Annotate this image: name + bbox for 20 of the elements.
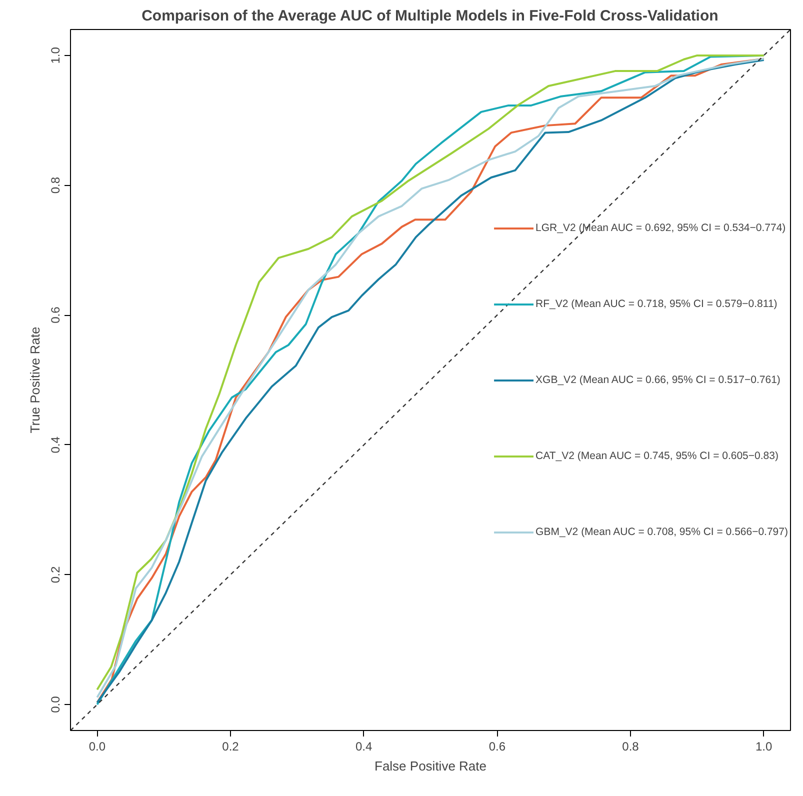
legend-label: RF_V2 (Mean AUC = 0.718, 95% CI = 0.579−0.811): [536, 298, 778, 310]
legend-label: LGR_V2 (Mean AUC = 0.692, 95% CI = 0.534−0.774): [536, 222, 786, 234]
x-tick-label: 0.4: [355, 740, 372, 754]
legend-label: XGB_V2 (Mean AUC = 0.66, 95% CI = 0.517−0.761): [536, 374, 780, 386]
x-tick-label: 0.8: [622, 740, 640, 754]
y-tick-label: 0.4: [48, 436, 62, 454]
x-tick-label: 0.2: [222, 740, 240, 754]
y-tick-label: 0.2: [48, 566, 62, 584]
x-axis-title: False Positive Rate: [374, 758, 487, 774]
y-tick-label: 1.0: [48, 46, 62, 64]
y-axis-title: True Positive Rate: [28, 326, 42, 434]
chart-title: Comparison of the Average AUC of Multiple Models in Five-Fold Cross-Validation: [142, 8, 718, 24]
y-tick-label: 0.8: [48, 176, 62, 194]
x-tick-label: 0.0: [88, 740, 106, 754]
y-tick-label: 0.6: [48, 306, 62, 324]
legend-label: CAT_V2 (Mean AUC = 0.745, 95% CI = 0.605−0.83): [536, 450, 778, 462]
x-tick-label: 1.0: [755, 740, 772, 754]
x-tick-label: 0.6: [488, 740, 506, 754]
legend-label: GBM_V2 (Mean AUC = 0.708, 95% CI = 0.566−0.797): [536, 526, 788, 538]
y-tick-label: 0.0: [48, 696, 62, 713]
